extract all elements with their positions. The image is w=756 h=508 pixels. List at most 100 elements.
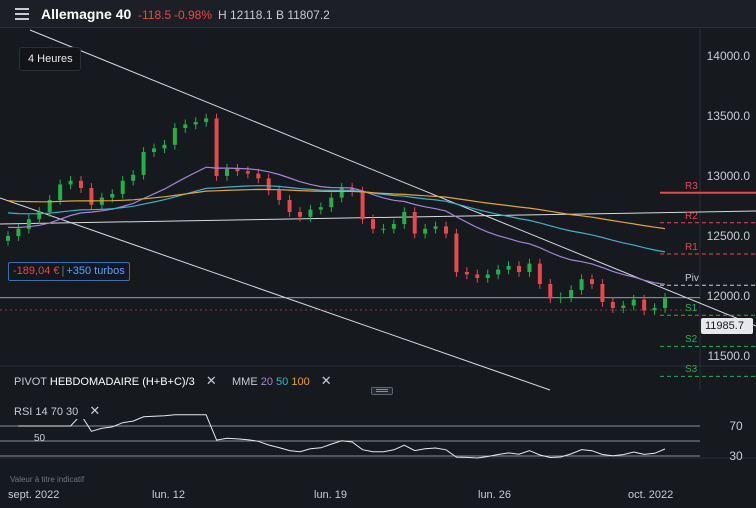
- candle-body: [537, 263, 542, 284]
- trendline-lower: [0, 197, 551, 391]
- candle-body: [172, 128, 177, 145]
- candle-body: [37, 212, 42, 220]
- candle-body: [569, 290, 574, 298]
- candle-body: [339, 188, 344, 198]
- pane-resize-handle[interactable]: [371, 387, 393, 395]
- candle-body: [579, 279, 584, 290]
- candles: [6, 113, 667, 316]
- position-badge[interactable]: -189,04 € | +350 turbos: [8, 262, 130, 281]
- close-icon[interactable]: ✕: [205, 373, 217, 388]
- menu-icon[interactable]: [15, 8, 29, 20]
- candle-body: [610, 302, 615, 308]
- mme-50-line: [7, 185, 666, 253]
- close-icon[interactable]: ✕: [320, 373, 332, 388]
- x-tick-label: lun. 19: [314, 489, 348, 501]
- candle-body: [6, 236, 10, 241]
- candle-body: [245, 171, 250, 174]
- current-price-tag: 11985.7: [701, 318, 753, 334]
- candle-body: [631, 299, 636, 306]
- y-tick-label: 13000.0: [706, 169, 750, 183]
- candle-body: [193, 122, 198, 125]
- pivot-period: HEBDOMADAIRE: [49, 376, 140, 388]
- y-tick-label: 13500.0: [706, 109, 750, 123]
- candle-body: [402, 212, 407, 224]
- candle-body: [652, 308, 657, 311]
- pivot-label-s1: S1: [685, 303, 698, 315]
- position-separator: |: [61, 265, 65, 277]
- candle-body: [464, 272, 469, 275]
- rsi-axis-label: 30: [729, 449, 743, 463]
- mme-50-label: 50: [276, 376, 289, 388]
- candle-body: [287, 200, 292, 212]
- candle-body: [120, 180, 125, 194]
- candle-body: [433, 226, 438, 229]
- candle-body: [517, 266, 521, 272]
- candle-body: [558, 297, 563, 299]
- y-tick-label: 12000.0: [706, 289, 750, 303]
- candle-body: [350, 188, 355, 192]
- candle-body: [444, 226, 448, 234]
- trendline-upper: [29, 29, 756, 327]
- candle-body: [79, 180, 83, 188]
- rsi-lower: 30: [66, 406, 79, 418]
- instrument-title: Allemagne 40: [41, 6, 132, 22]
- candle-body: [58, 184, 63, 200]
- mme-label: MME: [232, 376, 258, 388]
- rsi-axis-label: 70: [729, 419, 743, 433]
- candle-body: [214, 118, 219, 176]
- session-low: B 11807.2: [276, 8, 330, 22]
- candle-body: [26, 219, 31, 229]
- mme-100-line: [7, 188, 666, 230]
- candle-body: [506, 266, 511, 270]
- candle-body: [183, 124, 188, 128]
- pivot-label-r2: R2: [685, 210, 698, 222]
- price-change-pct: -0.98%: [174, 8, 213, 22]
- pivot-label-piv: Piv: [685, 273, 699, 285]
- pivot-label: PIVOT: [14, 376, 47, 388]
- candle-body: [89, 188, 94, 205]
- candle-body: [412, 212, 417, 234]
- timeframe-button[interactable]: 4 Heures: [19, 47, 81, 71]
- candle-body: [152, 148, 156, 152]
- candle-body: [235, 168, 240, 172]
- rsi-mid-label: 50: [34, 433, 46, 444]
- rsi-upper: 70: [50, 406, 63, 418]
- candle-body: [381, 228, 386, 230]
- y-tick-label: 12500.0: [706, 229, 750, 243]
- candle-body: [308, 209, 313, 217]
- candle-body: [485, 274, 490, 278]
- pivot-label-s2: S2: [685, 334, 698, 346]
- rsi-label: RSI: [14, 406, 33, 418]
- candle-body: [225, 168, 229, 176]
- trendline-horizontal: [0, 210, 756, 225]
- candle-body: [527, 263, 532, 272]
- position-turbos: +350 turbos: [66, 265, 125, 277]
- disclaimer: Valeur à titre indicatif: [10, 475, 85, 484]
- candle-body: [590, 279, 594, 284]
- mme-20-label: 20: [260, 376, 273, 388]
- candle-body: [454, 233, 459, 272]
- candle-body: [642, 299, 647, 311]
- candle-body: [371, 219, 375, 229]
- candle-body: [141, 152, 146, 175]
- y-tick-label: 14000.0: [706, 49, 750, 63]
- candle-body: [391, 224, 396, 229]
- y-tick-label: 11500.0: [707, 349, 751, 363]
- x-tick-label: lun. 12: [152, 489, 186, 501]
- candle-body: [131, 174, 136, 181]
- candle-body: [204, 118, 209, 122]
- position-pl: -189,04 €: [13, 265, 60, 277]
- pivot-label-r1: R1: [685, 242, 698, 253]
- candle-body: [548, 284, 553, 299]
- close-icon[interactable]: ✕: [89, 403, 101, 418]
- candle-body: [266, 178, 271, 191]
- mme-legend: MME 20 50 100 ✕: [226, 369, 338, 389]
- top-bar: Allemagne 40 -118.5 -0.98% H 12118.1 B 1…: [0, 0, 756, 28]
- rsi-legend: RSI 14 70 30 ✕: [8, 399, 107, 419]
- pivot-formula: (H+B+C)/3: [142, 376, 195, 388]
- candle-body: [16, 228, 21, 236]
- price-change: -118.5: [138, 8, 172, 22]
- pivot-label-r3: R3: [685, 180, 698, 192]
- session-high: H 12118.1: [218, 8, 273, 22]
